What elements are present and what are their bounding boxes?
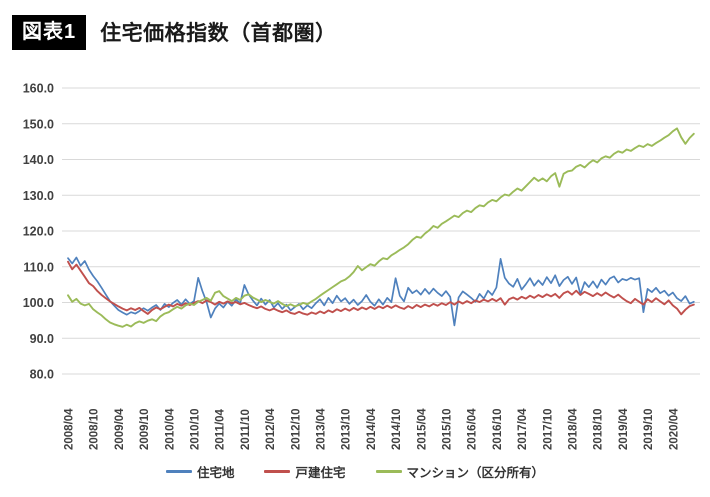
- y-axis-label: 160.0: [23, 82, 54, 96]
- figure-badge: 図表1: [12, 14, 87, 50]
- series-line-2: [67, 127, 695, 328]
- y-axis-label: 90.0: [30, 332, 54, 346]
- legend-item: マンション（区分所有）: [375, 462, 545, 481]
- y-axis-label: 140.0: [23, 153, 54, 167]
- x-axis-label: 2014/04: [366, 408, 378, 450]
- x-axis-label: 2019/10: [643, 408, 655, 450]
- series-line-0: [67, 256, 695, 327]
- x-axis-label: 2019/04: [618, 408, 630, 450]
- legend-label: マンション（区分所有）: [406, 465, 545, 480]
- legend-label: 住宅地: [196, 465, 235, 480]
- x-axis-label: 2012/10: [290, 408, 302, 450]
- x-axis-label: 2016/04: [467, 408, 479, 450]
- chart-header: 図表1 住宅価格指数（首都圏）: [0, 0, 710, 54]
- x-axis-label: 2011/04: [215, 408, 227, 450]
- x-axis-label: 2017/10: [542, 408, 554, 450]
- y-axis-label: 100.0: [23, 296, 54, 310]
- x-axis-label: 2010/04: [164, 408, 176, 450]
- x-axis-label: 2009/10: [139, 408, 151, 450]
- series-line-1: [67, 260, 695, 316]
- y-axis-label: 110.0: [23, 260, 54, 274]
- x-axis-label: 2018/04: [568, 408, 580, 450]
- x-axis-label: 2010/10: [190, 408, 202, 450]
- chart-legend: 住宅地 戸建住宅 マンション（区分所有）: [0, 460, 710, 482]
- x-axis-label: 2008/04: [64, 408, 76, 450]
- x-axis-label: 2009/04: [114, 408, 126, 450]
- x-axis-label: 2011/10: [240, 409, 252, 450]
- legend-swatch: [264, 469, 291, 473]
- chart-canvas: 160.0 150.0 140.0 130.0 120.0 110.0 100.0 90.0 8…: [23, 82, 700, 450]
- x-axis-label: 2015/10: [442, 408, 454, 450]
- x-axis-label: 2020/04: [668, 408, 680, 450]
- x-axis-label: 2014/10: [391, 408, 403, 450]
- x-axis-label: 2008/10: [89, 408, 101, 450]
- y-axis-label: 120.0: [23, 225, 54, 239]
- chart-area: 160.0 150.0 140.0 130.0 120.0 110.0 100.0 90.0 8…: [0, 58, 710, 482]
- page-title: 住宅価格指数（首都圏）: [100, 22, 337, 45]
- x-axis-label: 2017/04: [517, 408, 529, 450]
- x-axis-label: 2012/04: [265, 408, 277, 450]
- y-axis-label: 150.0: [23, 117, 54, 131]
- y-axis-label: 80.0: [30, 368, 54, 382]
- x-axis-label: 2016/10: [492, 408, 504, 450]
- legend-swatch: [375, 469, 402, 473]
- legend-item: 住宅地: [165, 462, 235, 481]
- x-axis-label: 2015/04: [416, 408, 428, 450]
- x-axis-label: 2013/04: [316, 408, 328, 450]
- x-axis-label: 2013/10: [341, 408, 353, 450]
- legend-item: 戸建住宅: [264, 462, 346, 481]
- y-axis-label: 130.0: [23, 189, 54, 203]
- x-axis-label: 2018/10: [593, 408, 605, 450]
- legend-label: 戸建住宅: [295, 465, 346, 480]
- legend-swatch: [165, 469, 192, 473]
